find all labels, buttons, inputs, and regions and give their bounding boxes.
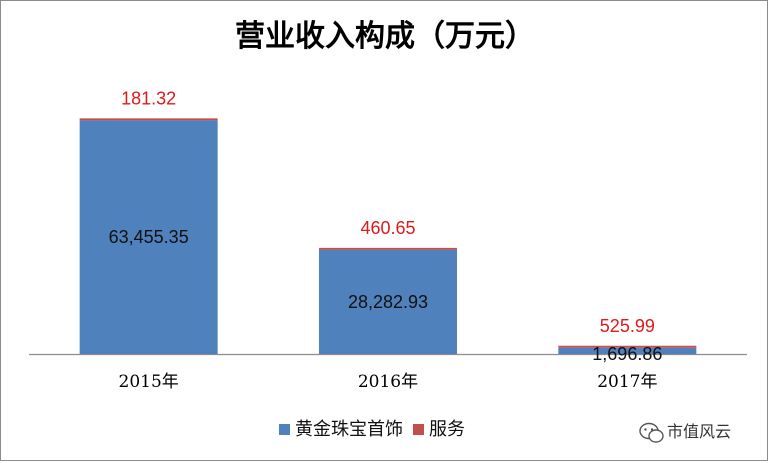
data-label-gold-jewelry: 1,696.86 (592, 344, 662, 364)
watermark-text: 市值风云 (667, 422, 731, 441)
bar-segment-service (79, 118, 218, 121)
legend: 黄金珠宝首饰 服务 (279, 419, 465, 440)
legend-swatch (413, 424, 424, 435)
x-tick-label: 2017年 (597, 372, 657, 392)
bar-segment-gold-jewelry (558, 347, 697, 354)
x-tick-label: 2016年 (358, 372, 418, 392)
data-label-service: 460.65 (360, 218, 415, 238)
plot-area: 63,455.35 181.32 2015年 28,282.93 460.65 2016年… (29, 88, 747, 392)
bar-segment-gold-jewelry (319, 249, 457, 354)
x-tick-label: 2015年 (119, 372, 179, 392)
bar-segment-service (319, 247, 457, 250)
wechat-icon (639, 422, 664, 443)
data-label-gold-jewelry: 63,455.35 (109, 227, 189, 247)
data-label-gold-jewelry: 28,282.93 (348, 292, 428, 312)
legend-label: 服务 (429, 419, 465, 440)
legend-swatch (279, 424, 290, 435)
legend-label: 黄金珠宝首饰 (295, 419, 403, 440)
data-label-service: 181.32 (121, 88, 176, 108)
bar-segment-service (558, 345, 697, 348)
data-label-service: 525.99 (600, 316, 655, 336)
chart-title: 营业收入构成（万元） (235, 19, 535, 54)
watermark: 市值风云 (639, 422, 731, 443)
bar-segment-gold-jewelry (79, 120, 218, 354)
